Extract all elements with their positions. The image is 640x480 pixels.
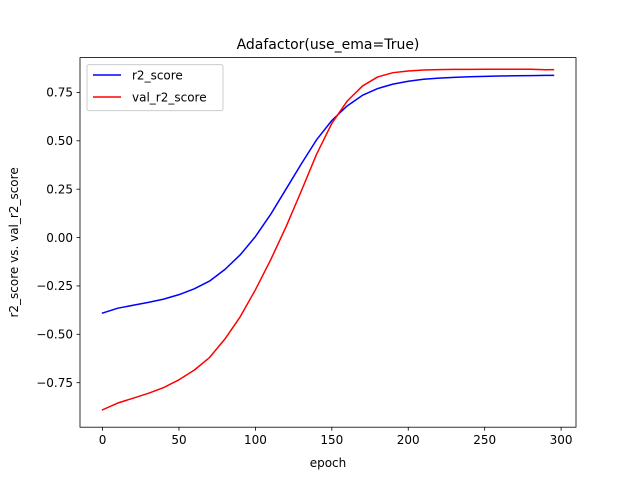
y-tick-label: −0.25 [36,279,73,293]
y-tick-label: −0.75 [36,376,73,390]
x-tick-label: 300 [550,433,573,447]
x-axis-ticks: 0 50 100 150 200 250 300 [99,427,573,447]
y-tick-label: 0.75 [46,86,73,100]
plot-area [79,57,577,428]
series-line-val-r2-score [101,68,555,411]
series-line-r2-score [101,74,555,314]
plot-frame [79,57,577,428]
y-tick-label: 0.25 [46,182,73,196]
y-tick-label: 0.50 [46,134,73,148]
x-axis-label: epoch [310,456,347,470]
y-axis-ticks: −0.75 −0.50 −0.25 0.00 0.25 0.50 0.75 [36,86,80,390]
x-tick-label: 50 [171,433,186,447]
legend-label-r2-score: r2_score [132,68,183,82]
chart-title: Adafactor(use_ema=True) [237,37,420,53]
y-tick-label: 0.00 [46,231,73,245]
legend-label-val-r2-score: val_r2_score [132,90,207,104]
y-axis-label: r2_score vs. val_r2_score [7,167,21,317]
x-tick-label: 150 [320,433,343,447]
x-tick-label: 200 [397,433,420,447]
x-tick-label: 0 [99,433,107,447]
legend: r2_score val_r2_score [86,64,224,112]
legend-box [86,64,224,112]
x-tick-label: 250 [473,433,496,447]
x-tick-label: 100 [244,433,267,447]
series-layer [101,68,555,411]
y-tick-label: −0.50 [36,328,73,342]
